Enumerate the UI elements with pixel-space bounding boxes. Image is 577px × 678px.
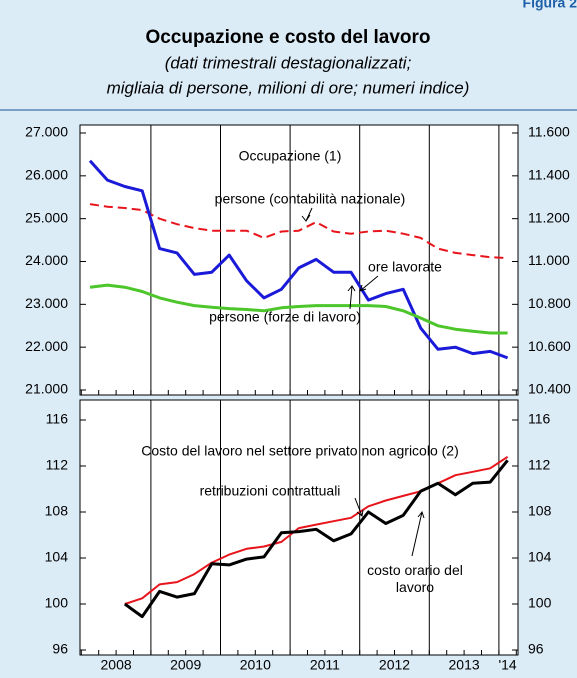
series-label: retribuzioni contrattuali <box>200 483 341 499</box>
y2-tick-label: 96 <box>528 641 544 657</box>
x-tick-label: 2008 <box>101 657 132 673</box>
series-line <box>124 455 509 605</box>
arrows <box>301 207 425 557</box>
y-tick-label: 22.000 <box>25 338 68 354</box>
series-line <box>89 203 508 260</box>
y-tick-label: 116 <box>46 411 69 427</box>
panel-title: Occupazione (1) <box>239 148 342 164</box>
y-tick-label: 100 <box>45 595 69 611</box>
y-tick-label: 24.000 <box>25 252 68 268</box>
y-tick-label: 108 <box>45 503 69 519</box>
y2-tick-label: 10.800 <box>528 295 571 311</box>
y-tick-label: 104 <box>45 549 69 565</box>
series-label: persone (forze di lavoro) <box>209 309 361 325</box>
series-line <box>89 283 508 335</box>
x-tick-label: '14 <box>498 657 516 673</box>
figure-label: Figura 2 <box>523 0 577 11</box>
y2-tick-label: 108 <box>528 503 552 519</box>
series-label: ore lavorate <box>368 259 442 275</box>
arrow <box>354 497 364 517</box>
series-line <box>123 459 509 619</box>
arrow <box>411 510 425 557</box>
series-line <box>88 159 509 360</box>
y-tick-label: 23.000 <box>25 295 68 311</box>
y2-tick-label: 11.400 <box>528 167 570 183</box>
x-tick-label: 2012 <box>379 657 410 673</box>
x-tick-label: 2010 <box>240 657 271 673</box>
y2-tick-label: 104 <box>528 549 552 565</box>
y2-tick-label: 116 <box>528 411 551 427</box>
y2-tick-label: 112 <box>528 457 551 473</box>
x-tick-label: 2013 <box>449 657 480 673</box>
subtitle: migliaia di persone, milioni di ore; num… <box>107 78 470 97</box>
x-tick-label: 2011 <box>310 657 340 673</box>
arrow <box>301 207 313 222</box>
x-tick-label: 2009 <box>170 657 201 673</box>
y-tick-label: 26.000 <box>25 167 68 183</box>
series-label: persone (contabilità nazionale) <box>215 191 406 207</box>
y2-tick-label: 10.600 <box>528 338 571 354</box>
title: Occupazione e costo del lavoro <box>145 27 430 48</box>
arrow <box>347 285 356 310</box>
y2-tick-label: 11.200 <box>528 209 570 225</box>
y-tick-label: 21.000 <box>25 381 68 397</box>
y2-tick-label: 100 <box>528 595 552 611</box>
y-tick-label: 112 <box>46 457 69 473</box>
series-label: costo orario del lavoro <box>367 562 463 595</box>
y2-tick-label: 11.000 <box>528 252 570 268</box>
y-tick-label: 96 <box>52 641 68 657</box>
y-tick-label: 27.000 <box>25 124 68 140</box>
panel <box>79 124 519 396</box>
subtitle: (dati trimestrali destagionalizzati; <box>165 53 412 72</box>
arrow <box>359 275 379 292</box>
y2-tick-label: 11.600 <box>528 124 570 140</box>
y2-tick-label: 10.400 <box>528 381 571 397</box>
panel-title: Costo del lavoro nel settore privato non… <box>141 443 459 459</box>
y-tick-label: 25.000 <box>25 209 68 225</box>
